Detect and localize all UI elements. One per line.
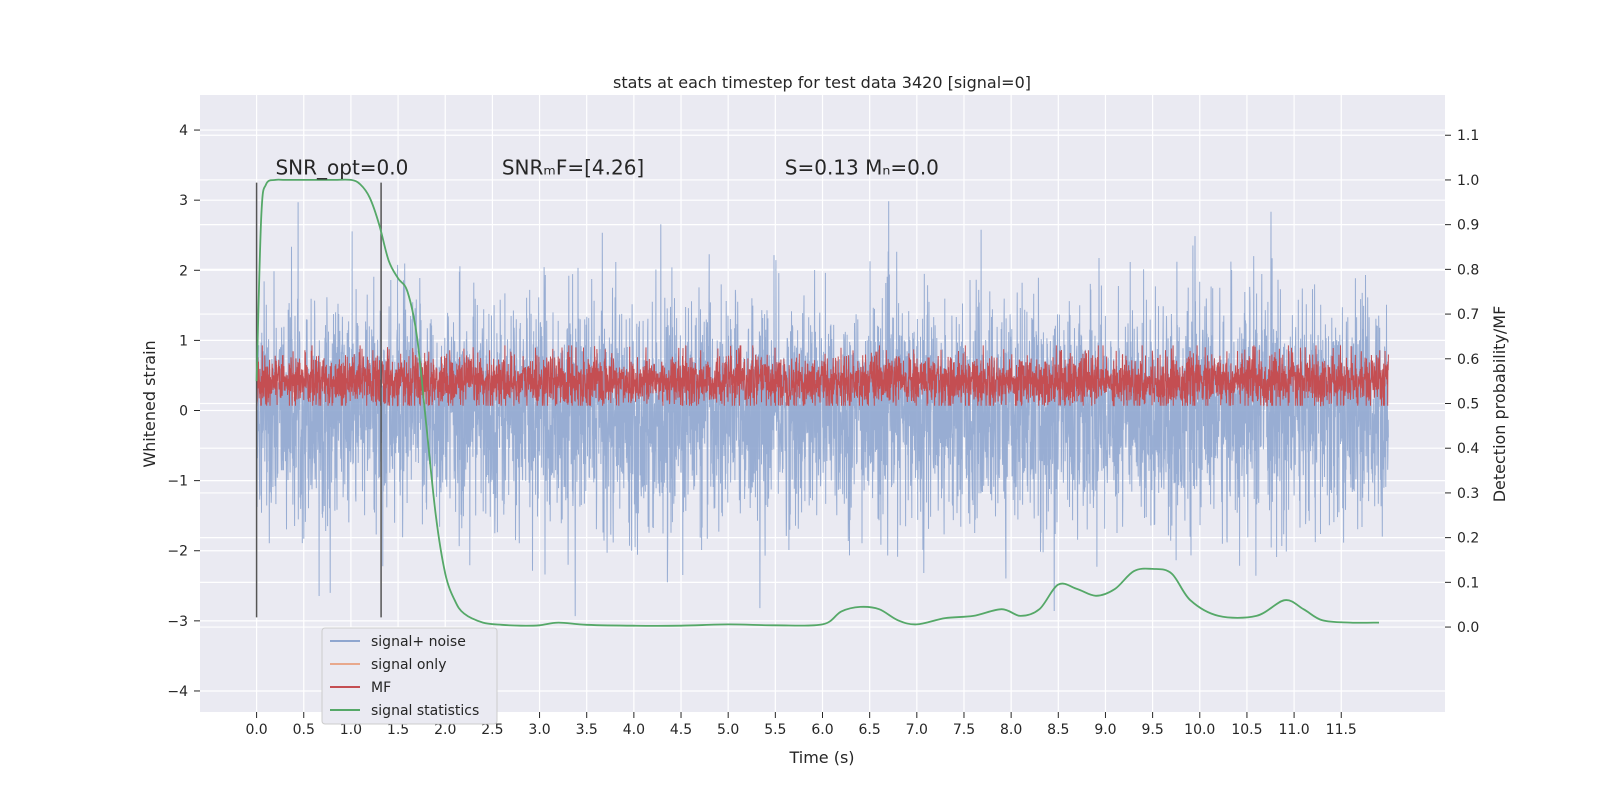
annotation-2: S=0.13 Mₙ=0.0: [785, 156, 939, 180]
x-tick-label: 7.5: [953, 722, 975, 738]
y-axis-label: Whitened strain: [140, 340, 159, 467]
x-tick-label: 11.5: [1326, 722, 1357, 738]
x-tick-label: 5.0: [717, 722, 739, 738]
y-tick-label: 0: [179, 404, 188, 420]
x-axis-label: Time (s): [788, 748, 854, 767]
x-tick-label: 8.0: [1000, 722, 1022, 738]
x-tick-label: 3.5: [576, 722, 598, 738]
y-tick-label: 1: [179, 333, 188, 349]
y2-tick-label: 0.0: [1457, 620, 1479, 636]
x-tick-label: 4.0: [623, 722, 645, 738]
signal-noise-line: [256, 201, 1389, 617]
legend-label-mf: MF: [371, 680, 391, 696]
x-tick-label: 2.5: [481, 722, 503, 738]
y-tick-label: 4: [179, 123, 188, 139]
y-tick-label: −2: [167, 544, 188, 560]
legend-box: [321, 627, 498, 725]
x-tick-label: 5.5: [764, 722, 786, 738]
chart-title: stats at each timestep for test data 342…: [613, 73, 1031, 92]
y-tick-label: 3: [179, 193, 188, 209]
signal-statistics-line: [255, 178, 1380, 627]
y2-tick-label: 1.1: [1457, 128, 1479, 144]
x-tick-label: 1.0: [340, 722, 362, 738]
vertical-markers: [255, 182, 382, 618]
x-tick-label: 0.0: [245, 722, 267, 738]
x-tick-label: 10.5: [1231, 722, 1262, 738]
y2-tick-label: 0.5: [1457, 397, 1479, 413]
y2-axis-label: Detection probability/MF: [1490, 306, 1509, 503]
y2-axis-ticks: 1.1 1.0 0.9 0.8 0.7 0.6 0.5 0.4 0.3 0.2 0.1 0.0: [1445, 128, 1479, 636]
y2-tick-label: 0.2: [1457, 531, 1479, 547]
y2-tick-label: 0.4: [1457, 441, 1479, 457]
series-signal-statistics: [255, 178, 1380, 627]
legend: signal+ noise signal only MF signal stat…: [321, 627, 498, 725]
annotation-0: SNR_opt=0.0: [275, 156, 408, 180]
y2-tick-label: 0.9: [1457, 218, 1479, 234]
y2-tick-label: 0.7: [1457, 307, 1479, 323]
legend-label-signal-only: signal only: [371, 657, 446, 673]
y-tick-label: −3: [167, 614, 188, 630]
annotations: SNR_opt=0.0 SNRₘF=[4.26] S=0.13 Mₙ=0.0: [275, 156, 938, 180]
y2-tick-label: 0.1: [1457, 575, 1479, 591]
x-tick-label: 2.0: [434, 722, 456, 738]
y-axis-ticks: 4 3 2 1 0 −1 −2 −3 −4: [167, 123, 200, 700]
x-tick-label: 10.0: [1184, 722, 1215, 738]
legend-label-signal-statistics: signal statistics: [371, 703, 479, 719]
mf-line: [256, 345, 1389, 407]
legend-label-signal-noise: signal+ noise: [371, 634, 466, 650]
y-tick-label: −4: [167, 684, 188, 700]
x-tick-label: 3.0: [528, 722, 550, 738]
x-tick-label: 6.5: [859, 722, 881, 738]
annotation-1: SNRₘF=[4.26]: [502, 156, 644, 180]
y2-tick-label: 0.3: [1457, 486, 1479, 502]
series-signal-noise: [256, 201, 1389, 617]
x-tick-label: 8.5: [1047, 722, 1069, 738]
y-tick-label: −1: [167, 474, 188, 490]
x-axis-ticks: 0.0 0.5 1.0 1.5 2.0 2.5 3.0 3.5 4.0 4.5 5.0 5.5 6.0 6…: [245, 712, 1357, 738]
x-tick-label: 9.0: [1094, 722, 1116, 738]
x-tick-label: 6.0: [811, 722, 833, 738]
x-tick-label: 7.0: [906, 722, 928, 738]
series-mf: [256, 345, 1389, 407]
y2-tick-label: 0.8: [1457, 262, 1479, 278]
x-tick-label: 0.5: [293, 722, 315, 738]
x-tick-label: 1.5: [387, 722, 409, 738]
x-tick-label: 4.5: [670, 722, 692, 738]
x-tick-label: 11.0: [1279, 722, 1310, 738]
x-tick-label: 9.5: [1141, 722, 1163, 738]
y2-tick-label: 0.6: [1457, 352, 1479, 368]
y2-tick-label: 1.0: [1457, 173, 1479, 189]
y-tick-label: 2: [179, 263, 188, 279]
